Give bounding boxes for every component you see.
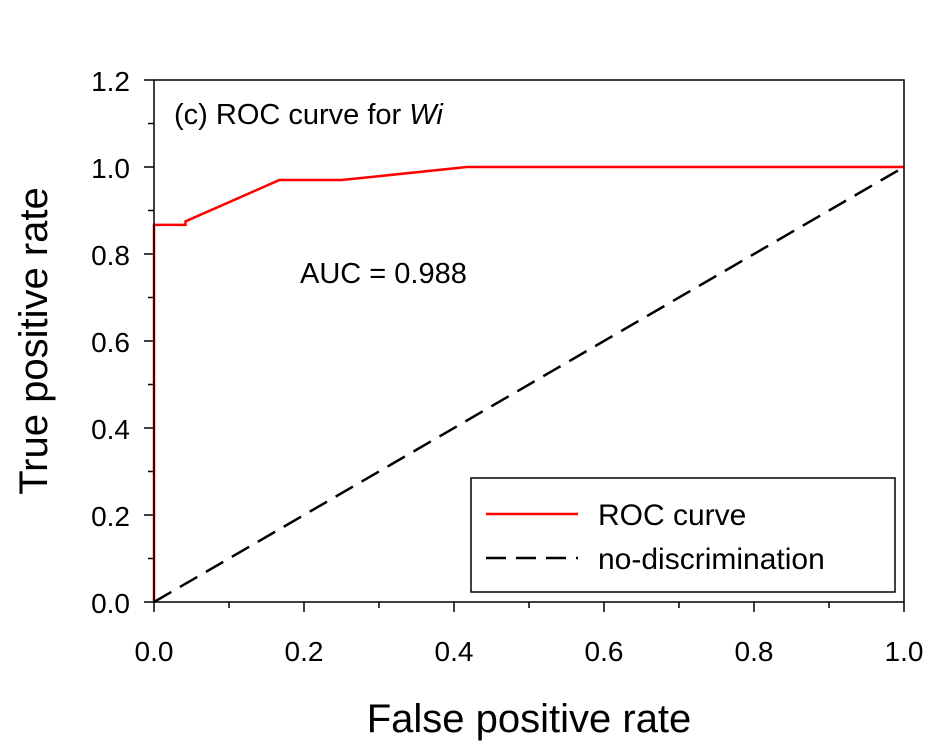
- y-tick-label: 1.0: [91, 153, 130, 184]
- series-layer: [152, 165, 905, 604]
- y-tick-label: 0.0: [91, 588, 130, 619]
- panel-label-italic: Wi: [409, 99, 444, 131]
- legend: ROC curve no-discrimination: [470, 477, 896, 593]
- auc-label: AUC = 0.988: [300, 258, 467, 290]
- legend-label-no-discrimination: no-discrimination: [598, 543, 825, 576]
- x-tick-label: 0.6: [585, 636, 624, 667]
- ticks-layer: 0.0 0.2 0.4 0.6 0.8 1.0 0.0 0.2 0.4 0.6 0.8 1.0 1.2: [91, 66, 923, 667]
- y-tick-label: 0.6: [91, 327, 130, 358]
- y-tick-label: 1.2: [91, 66, 130, 97]
- x-tick-label: 0.8: [735, 636, 774, 667]
- y-tick-label: 0.4: [91, 414, 130, 445]
- plot-frame: [153, 79, 905, 603]
- legend-box: [470, 477, 896, 593]
- series-line-roc-curve: [152, 165, 904, 602]
- x-axis-title: False positive rate: [367, 697, 692, 741]
- panel-label-prefix: (c) ROC curve for: [174, 99, 409, 131]
- y-axis-title: True positive rate: [12, 187, 56, 495]
- x-tick-label: 0.2: [285, 636, 324, 667]
- panel-label: (c) ROC curve for Wi: [174, 99, 444, 131]
- y-tick-label: 0.8: [91, 240, 130, 271]
- x-tick-label: 0.0: [135, 636, 174, 667]
- x-tick-label: 0.4: [435, 636, 474, 667]
- legend-label-roc-curve: ROC curve: [598, 499, 746, 532]
- series-line-no-discrimination: [153, 165, 905, 604]
- x-tick-label: 1.0: [885, 636, 924, 667]
- y-tick-label: 0.2: [91, 501, 130, 532]
